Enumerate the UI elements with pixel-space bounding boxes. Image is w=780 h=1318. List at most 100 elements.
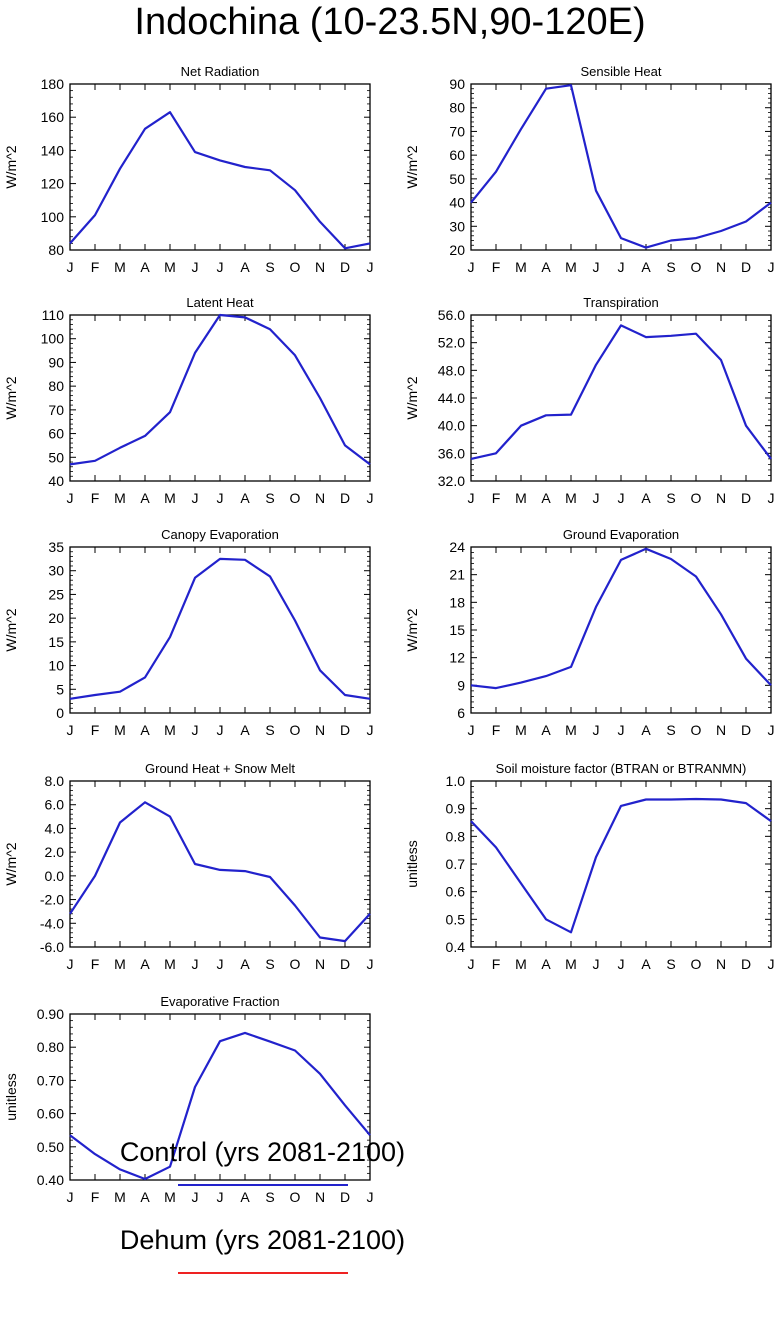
x-tick-label: D bbox=[741, 490, 751, 506]
series-line-control bbox=[470, 84, 772, 249]
x-tick-label: M bbox=[114, 1189, 126, 1205]
x-tick-label: F bbox=[91, 1189, 100, 1205]
series-line-control bbox=[69, 557, 371, 700]
y-axis-label: W/m^2 bbox=[404, 608, 420, 651]
y-axis-label: W/m^2 bbox=[3, 376, 19, 419]
y-tick-label: 52.0 bbox=[438, 335, 465, 351]
x-tick-label: A bbox=[641, 956, 651, 972]
y-axis-label: unitless bbox=[404, 840, 420, 887]
x-tick-label: D bbox=[340, 490, 350, 506]
x-tick-label: M bbox=[565, 259, 577, 275]
x-tick-label: S bbox=[666, 490, 675, 506]
y-tick-label: 48.0 bbox=[438, 362, 465, 378]
x-tick-label: N bbox=[716, 722, 726, 738]
y-tick-label: 12 bbox=[449, 650, 465, 666]
plot-frame bbox=[69, 546, 371, 714]
x-tick-label: A bbox=[140, 490, 150, 506]
x-tick-label: J bbox=[768, 956, 775, 972]
y-tick-label: 0.7 bbox=[446, 856, 466, 872]
x-tick-label: J bbox=[468, 956, 475, 972]
x-tick-label: S bbox=[265, 259, 274, 275]
y-tick-label: 40.0 bbox=[438, 418, 465, 434]
x-tick-label: A bbox=[140, 1189, 150, 1205]
y-tick-label: 0.40 bbox=[37, 1172, 64, 1188]
plot-frame bbox=[470, 83, 772, 251]
x-tick-label: M bbox=[565, 956, 577, 972]
x-tick-label: J bbox=[367, 490, 374, 506]
y-tick-label: 0 bbox=[56, 705, 64, 721]
y-tick-label: 50 bbox=[449, 171, 465, 187]
chart-title: Canopy Evaporation bbox=[161, 527, 279, 542]
y-tick-label: 25 bbox=[48, 586, 64, 602]
x-tick-label: J bbox=[618, 956, 625, 972]
x-tick-label: S bbox=[666, 722, 675, 738]
x-tick-label: A bbox=[140, 259, 150, 275]
y-tick-label: 21 bbox=[449, 567, 465, 583]
x-tick-label: J bbox=[67, 490, 74, 506]
y-tick-label: 160 bbox=[41, 109, 65, 125]
y-tick-label: 32.0 bbox=[438, 473, 465, 489]
x-tick-label: A bbox=[541, 722, 551, 738]
x-tick-label: N bbox=[315, 722, 325, 738]
series-line-control bbox=[69, 1031, 371, 1181]
x-tick-label: A bbox=[140, 956, 150, 972]
x-tick-label: S bbox=[666, 956, 675, 972]
x-tick-label: A bbox=[541, 956, 551, 972]
x-tick-label: J bbox=[768, 259, 775, 275]
x-tick-label: N bbox=[716, 490, 726, 506]
y-tick-label: 20 bbox=[48, 610, 64, 626]
y-tick-label: 1.0 bbox=[446, 773, 466, 789]
x-tick-label: D bbox=[741, 259, 751, 275]
x-tick-label: S bbox=[265, 722, 274, 738]
chart-title: Sensible Heat bbox=[581, 64, 662, 79]
y-axis-label: W/m^2 bbox=[404, 376, 420, 419]
chart-title: Latent Heat bbox=[186, 295, 254, 310]
series-line-control bbox=[69, 801, 371, 943]
x-tick-label: N bbox=[315, 259, 325, 275]
y-tick-label: 100 bbox=[41, 209, 65, 225]
x-tick-label: O bbox=[290, 1189, 301, 1205]
x-tick-label: F bbox=[91, 490, 100, 506]
chart-title: Net Radiation bbox=[181, 64, 260, 79]
y-tick-label: 110 bbox=[42, 307, 65, 323]
x-tick-label: J bbox=[618, 722, 625, 738]
x-tick-label: M bbox=[164, 259, 176, 275]
legend-line-control bbox=[178, 1184, 348, 1186]
x-tick-label: A bbox=[240, 259, 250, 275]
y-tick-label: 56.0 bbox=[438, 307, 465, 323]
x-tick-label: N bbox=[315, 490, 325, 506]
y-tick-label: 40 bbox=[48, 473, 64, 489]
y-tick-label: 60 bbox=[449, 147, 465, 163]
x-tick-label: S bbox=[265, 956, 274, 972]
x-tick-label: M bbox=[164, 490, 176, 506]
x-tick-label: J bbox=[593, 956, 600, 972]
y-tick-label: 18 bbox=[449, 594, 465, 610]
y-tick-label: 0.8 bbox=[446, 828, 466, 844]
legend-label-control: Control (yrs 2081-2100) bbox=[119, 1137, 406, 1167]
chart-panel-8: Soil moisture factor (BTRAN or BTRANMN) u… bbox=[404, 761, 775, 972]
x-tick-label: J bbox=[192, 490, 199, 506]
x-tick-label: O bbox=[290, 956, 301, 972]
y-tick-label: 0.90 bbox=[37, 1006, 64, 1022]
y-tick-label: 90 bbox=[449, 76, 465, 92]
x-tick-label: J bbox=[192, 259, 199, 275]
y-tick-label: 40 bbox=[449, 195, 465, 211]
y-tick-label: 0.50 bbox=[37, 1139, 64, 1155]
x-tick-label: M bbox=[114, 956, 126, 972]
x-tick-label: F bbox=[492, 956, 501, 972]
x-tick-label: F bbox=[492, 490, 501, 506]
x-tick-label: J bbox=[618, 259, 625, 275]
y-tick-label: 20 bbox=[449, 242, 465, 258]
series-line-control bbox=[470, 324, 772, 460]
plot-frame bbox=[69, 314, 371, 482]
y-tick-label: 5 bbox=[56, 681, 64, 697]
x-tick-label: F bbox=[91, 956, 100, 972]
y-tick-label: 2.0 bbox=[45, 844, 65, 860]
y-axis-label: W/m^2 bbox=[404, 145, 420, 188]
x-tick-label: F bbox=[91, 259, 100, 275]
y-tick-label: 15 bbox=[449, 622, 465, 638]
y-tick-label: 44.0 bbox=[438, 390, 465, 406]
